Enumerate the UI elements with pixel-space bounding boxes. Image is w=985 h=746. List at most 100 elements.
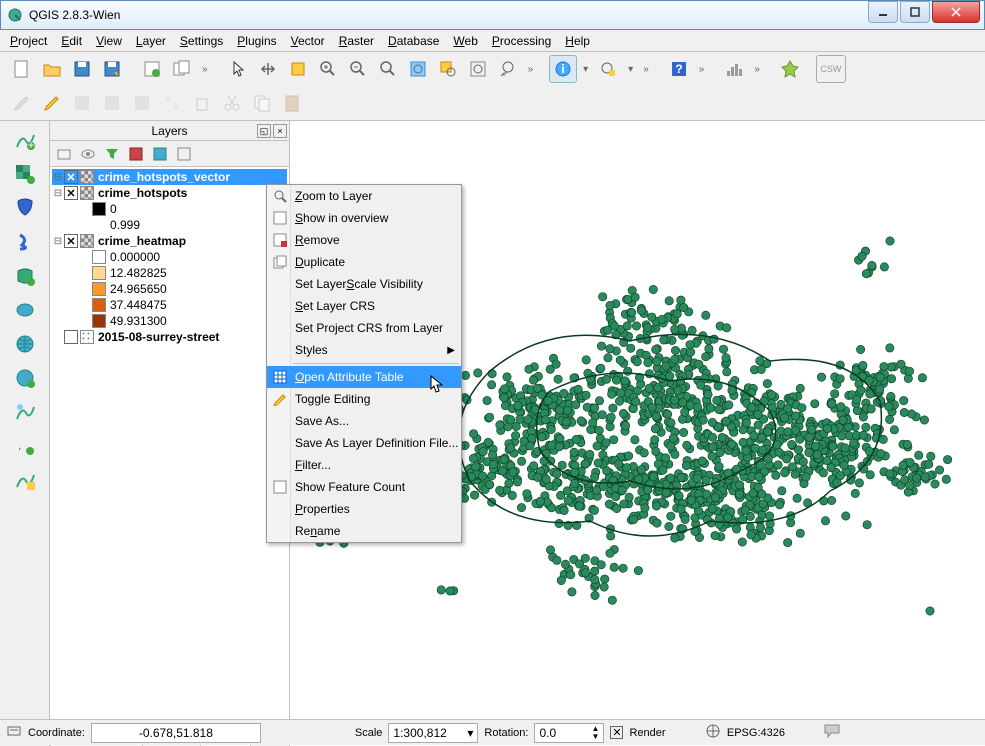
menu-vector[interactable]: Vector: [291, 34, 325, 48]
menu-item-filter-[interactable]: Filter...: [267, 454, 461, 476]
menu-item-styles[interactable]: Styles▶: [267, 339, 461, 361]
plugin-button[interactable]: [776, 55, 804, 83]
select-button[interactable]: [594, 55, 622, 83]
add-postgis-button[interactable]: [10, 193, 40, 223]
crs-button[interactable]: [705, 723, 721, 742]
menu-item-toggle-editing[interactable]: Toggle Editing: [267, 388, 461, 410]
log-button[interactable]: [824, 724, 842, 741]
menu-item-set-project-crs-from-layer[interactable]: Set Project CRS from Layer: [267, 317, 461, 339]
histogram-button[interactable]: [720, 55, 748, 83]
pointer-button[interactable]: [224, 55, 252, 83]
menu-item-zoom-to-layer[interactable]: Zoom to Layer: [267, 185, 461, 207]
expand-all-button[interactable]: [126, 144, 146, 164]
menu-layer[interactable]: Layer: [136, 34, 166, 48]
node-tool-button[interactable]: [158, 89, 186, 117]
menu-help[interactable]: Help: [565, 34, 590, 48]
pan-selection-button[interactable]: [284, 55, 312, 83]
close-button[interactable]: [932, 1, 980, 23]
menu-edit[interactable]: Edit: [61, 34, 82, 48]
composer-manager-button[interactable]: [168, 55, 196, 83]
layer-node[interactable]: 12.482825: [52, 265, 287, 281]
zoom-layer-button[interactable]: [464, 55, 492, 83]
zoom-native-button[interactable]: [374, 55, 402, 83]
zoom-full-button[interactable]: [404, 55, 432, 83]
menu-item-set-layer-crs[interactable]: Set Layer CRS: [267, 295, 461, 317]
visibility-button[interactable]: [78, 144, 98, 164]
minimize-button[interactable]: [868, 1, 898, 23]
menu-project[interactable]: Project: [10, 34, 47, 48]
add-delimited-button[interactable]: ,: [10, 431, 40, 461]
copy-button[interactable]: [248, 89, 276, 117]
toolbar-overflow-icon[interactable]: »: [528, 64, 534, 75]
menu-item-save-as-[interactable]: Save As...: [267, 410, 461, 432]
layer-node[interactable]: 0.999: [52, 217, 287, 233]
save-as-button[interactable]: [98, 55, 126, 83]
open-project-button[interactable]: [38, 55, 66, 83]
menu-item-save-as-layer-definition-file-[interactable]: Save As Layer Definition File...: [267, 432, 461, 454]
zoom-in-button[interactable]: [314, 55, 342, 83]
toggle-editing-button[interactable]: [38, 89, 66, 117]
save-button[interactable]: [68, 55, 96, 83]
add-raster-button[interactable]: [10, 159, 40, 189]
add-spatialite-button[interactable]: [10, 227, 40, 257]
add-oracle-button[interactable]: [10, 295, 40, 325]
menu-database[interactable]: Database: [388, 34, 439, 48]
remove-button[interactable]: [174, 144, 194, 164]
menu-item-properties[interactable]: Properties: [267, 498, 461, 520]
add-wms-button[interactable]: [10, 329, 40, 359]
toolbar-overflow-icon[interactable]: »: [202, 64, 208, 75]
layer-tree[interactable]: ⊟✕crime_hotspots_vector⊟✕crime_hotspots0…: [50, 167, 289, 724]
toolbar-overflow-icon[interactable]: »: [643, 64, 649, 75]
layer-node[interactable]: 2015-08-surrey-street: [52, 329, 287, 345]
menu-item-show-feature-count[interactable]: Show Feature Count: [267, 476, 461, 498]
move-feature-button[interactable]: [128, 89, 156, 117]
dropdown-icon[interactable]: ▾: [628, 64, 633, 75]
menu-settings[interactable]: Settings: [180, 34, 223, 48]
help-button[interactable]: ?: [665, 55, 693, 83]
layer-node[interactable]: 0: [52, 201, 287, 217]
zoom-out-button[interactable]: [344, 55, 372, 83]
paste-button[interactable]: [278, 89, 306, 117]
menu-item-duplicate[interactable]: Duplicate: [267, 251, 461, 273]
add-mssql-button[interactable]: [10, 261, 40, 291]
layer-node[interactable]: 24.965650: [52, 281, 287, 297]
menu-raster[interactable]: Raster: [339, 34, 374, 48]
menu-processing[interactable]: Processing: [492, 34, 551, 48]
menu-view[interactable]: View: [96, 34, 122, 48]
layer-node[interactable]: 49.931300: [52, 313, 287, 329]
add-feature-button[interactable]: [98, 89, 126, 117]
panel-close-button[interactable]: ×: [273, 124, 287, 138]
new-shapefile-button[interactable]: [10, 465, 40, 495]
menu-web[interactable]: Web: [453, 34, 477, 48]
delete-button[interactable]: [188, 89, 216, 117]
csw-button[interactable]: CSW: [816, 55, 846, 83]
layer-node[interactable]: 0.000000: [52, 249, 287, 265]
maximize-button[interactable]: [900, 1, 930, 23]
menu-item-remove[interactable]: Remove: [267, 229, 461, 251]
render-checkbox[interactable]: ✕: [610, 726, 623, 739]
menu-item-open-attribute-table[interactable]: Open Attribute Table: [267, 366, 461, 388]
zoom-selection-button[interactable]: [434, 55, 462, 83]
filter-button[interactable]: [102, 144, 122, 164]
add-vector-button[interactable]: +: [10, 125, 40, 155]
add-wfs-button[interactable]: [10, 397, 40, 427]
menu-item-rename[interactable]: Rename: [267, 520, 461, 542]
zoom-last-button[interactable]: [494, 55, 522, 83]
toolbar-overflow-icon[interactable]: »: [699, 64, 705, 75]
edits-button[interactable]: [8, 89, 36, 117]
menu-item-show-in-overview[interactable]: Show in overview: [267, 207, 461, 229]
identify-button[interactable]: i: [549, 55, 577, 83]
cut-button[interactable]: [218, 89, 246, 117]
layer-node[interactable]: ⊟✕crime_hotspots: [52, 185, 287, 201]
add-group-button[interactable]: [54, 144, 74, 164]
layer-node[interactable]: ⊟✕crime_heatmap: [52, 233, 287, 249]
messages-button[interactable]: [6, 723, 22, 742]
layer-node[interactable]: 37.448475: [52, 297, 287, 313]
layer-node[interactable]: ⊟✕crime_hotspots_vector: [52, 169, 287, 185]
menu-item-set-layer-scale-visibility[interactable]: Set Layer Scale Visibility: [267, 273, 461, 295]
scale-field[interactable]: 1:300,812▾: [388, 723, 478, 743]
dropdown-icon[interactable]: ▾: [583, 64, 588, 75]
coordinate-field[interactable]: -0.678,51.818: [91, 723, 261, 743]
new-composer-button[interactable]: [138, 55, 166, 83]
add-wcs-button[interactable]: [10, 363, 40, 393]
